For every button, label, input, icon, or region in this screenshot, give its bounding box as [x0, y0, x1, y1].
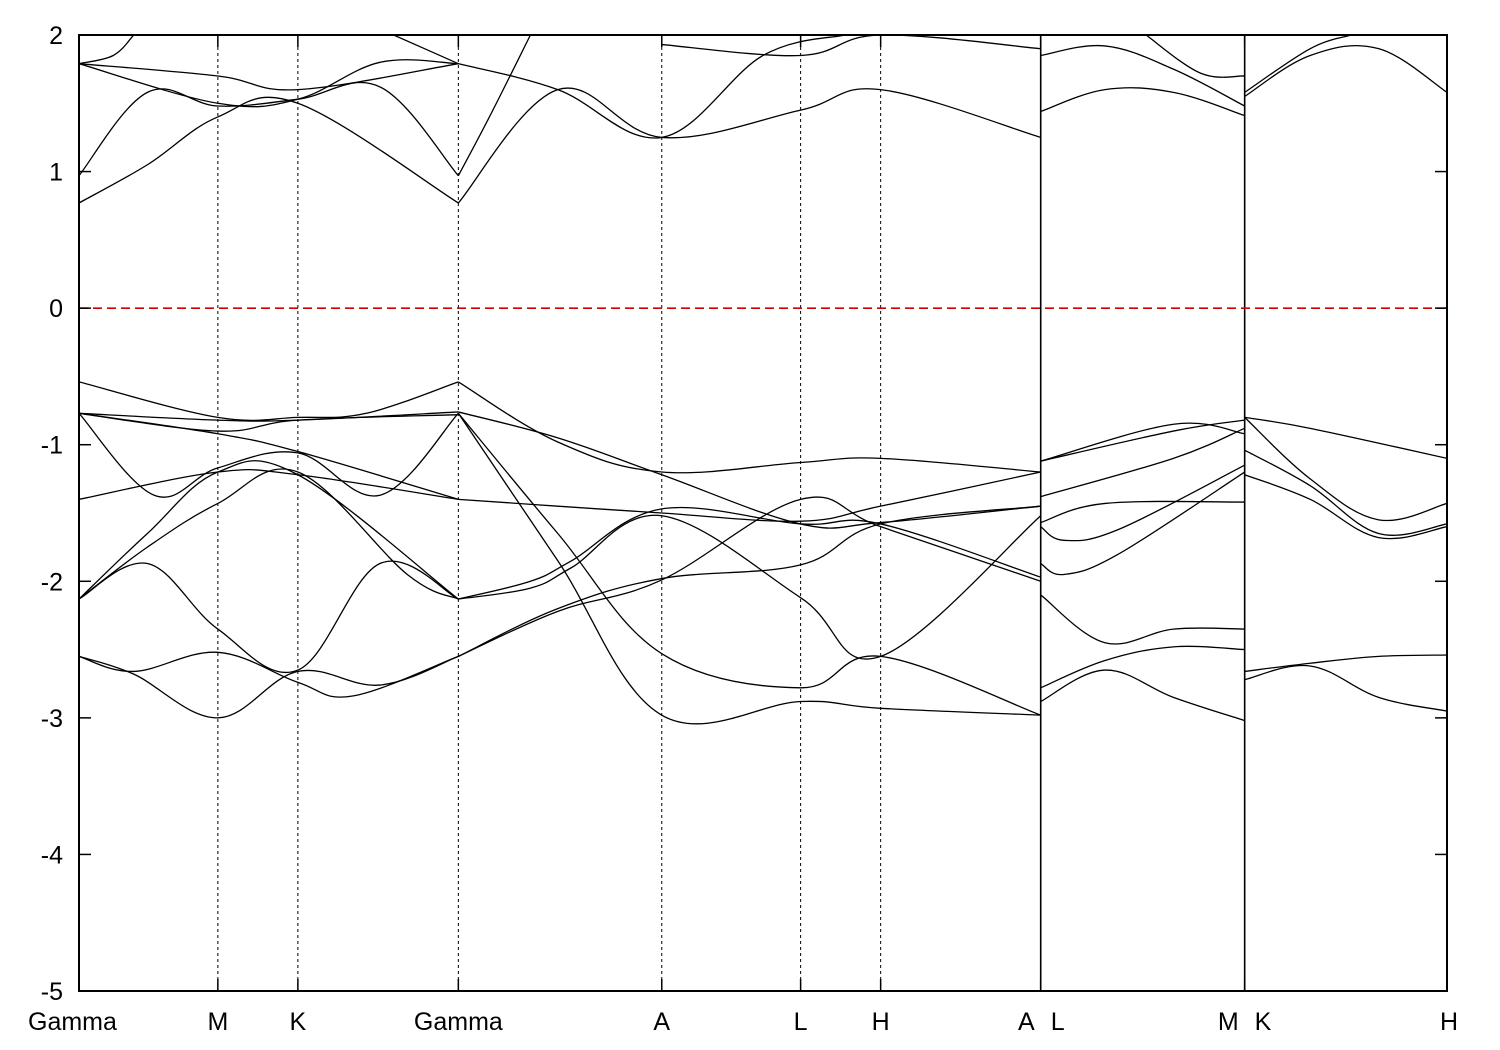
kpoint-lines: [217, 35, 1246, 991]
band-line-34: [1040, 464, 1245, 542]
band-line-39: [1040, 87, 1245, 117]
band-line-4: [79, 460, 459, 600]
band-line-30: [1040, 669, 1245, 722]
band-line-20: [458, 514, 1042, 660]
band-line-43: [1244, 654, 1447, 673]
band-line-27: [457, 35, 532, 176]
band-line-8: [79, 411, 459, 422]
y-tick-label: 1: [49, 159, 63, 187]
band-line-13: [79, 63, 459, 91]
x-tick-label: L: [1051, 1008, 1065, 1036]
band-line-3: [79, 468, 459, 600]
y-tick-label: 0: [49, 295, 63, 323]
band-line-44: [1244, 474, 1447, 540]
band-line-41: [1145, 35, 1245, 78]
bands: [79, 35, 1447, 725]
band-line-37: [1040, 419, 1245, 462]
y-tick-labels: -5 -4 -3 -2 -1 0 1 2: [41, 22, 63, 1006]
band-line-31: [1040, 645, 1245, 689]
band-line-7: [79, 412, 459, 432]
x-tick-label: M: [1218, 1008, 1239, 1036]
x-tick-label: Gamma: [414, 1008, 503, 1036]
band-line-46: [1244, 416, 1447, 522]
band-line-35: [1040, 500, 1245, 524]
band-line-22: [457, 412, 1041, 725]
x-tick-label: Gamma: [28, 1008, 117, 1036]
band-line-18: [458, 496, 1041, 657]
x-tick-label: H: [872, 1008, 890, 1036]
x-tick-label: L: [794, 1008, 808, 1036]
band-line-16: [393, 35, 459, 65]
band-line-17: [458, 505, 1041, 657]
band-line-29: [661, 35, 1041, 57]
band-line-21: [457, 412, 1041, 716]
band-line-38: [1040, 422, 1245, 462]
y-tick-label: -1: [41, 432, 63, 460]
band-line-25: [458, 471, 1041, 522]
y-tick-label: -2: [41, 568, 63, 596]
band-line-45: [1244, 449, 1447, 536]
band-line-2: [79, 560, 459, 674]
band-line-48: [1244, 44, 1447, 98]
x-tick-label: H: [1440, 1008, 1458, 1036]
band-line-12: [79, 81, 459, 177]
band-line-14: [79, 59, 459, 108]
y-tick-label: -5: [41, 978, 63, 1006]
band-line-0: [79, 655, 459, 719]
band-line-32: [1040, 594, 1245, 645]
band-line-1: [79, 651, 459, 698]
x-tick-label: K: [1255, 1008, 1272, 1036]
y-tick-label: 2: [49, 22, 63, 50]
band-line-33: [1040, 471, 1246, 576]
band-line-42: [1244, 664, 1447, 712]
x-tick-labels: Gamma M K Gamma A L H A L M K H: [28, 1008, 1458, 1036]
band-line-24: [458, 381, 1041, 474]
band-line-23: [458, 411, 1041, 529]
band-line-40: [1040, 44, 1245, 107]
band-line-28: [458, 35, 846, 139]
y-tick-label: -3: [41, 705, 63, 733]
band-line-9: [79, 381, 459, 422]
band-line-26: [457, 87, 1041, 204]
y-tick-label: -4: [41, 841, 63, 869]
band-line-19: [458, 506, 1041, 600]
plot-frame: [78, 34, 1448, 992]
band-line-49: [1244, 35, 1352, 93]
band-line-10: [79, 469, 459, 500]
band-line-5: [79, 412, 459, 498]
band-line-15: [79, 35, 135, 65]
band-line-47: [1244, 416, 1447, 460]
x-tick-label: M: [207, 1008, 228, 1036]
x-tick-label: A: [653, 1008, 670, 1036]
band-line-36: [1040, 427, 1245, 498]
x-tick-label: K: [290, 1008, 307, 1036]
band-line-11: [79, 96, 459, 204]
x-tick-label: A: [1018, 1008, 1035, 1036]
